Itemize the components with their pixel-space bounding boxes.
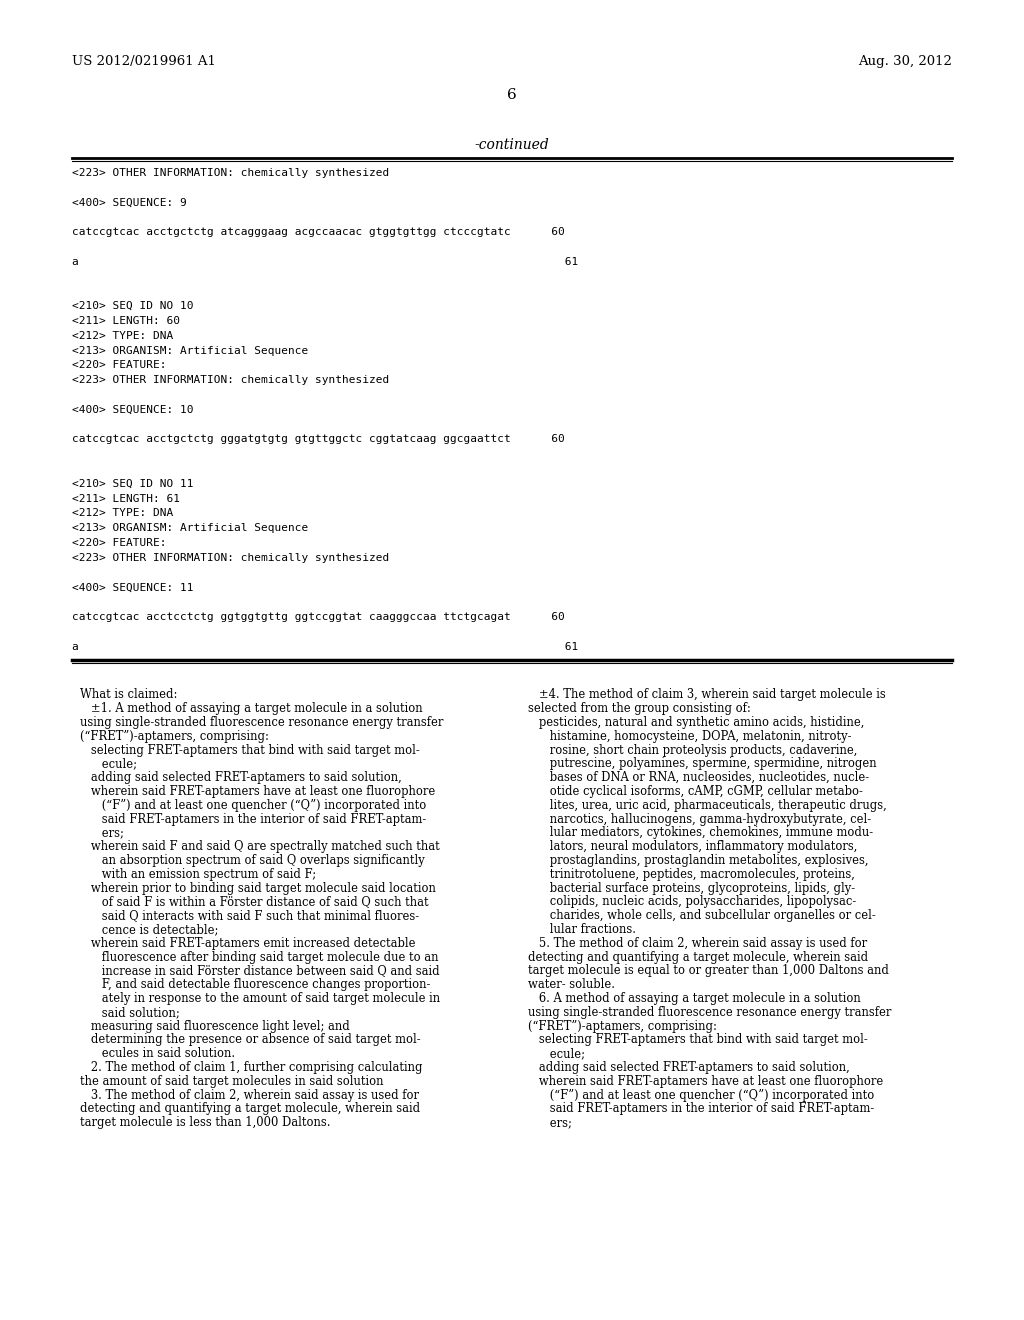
Text: (“FRET”)-aptamers, comprising:: (“FRET”)-aptamers, comprising: [528, 1019, 717, 1032]
Text: bases of DNA or RNA, nucleosides, nucleotides, nucle-: bases of DNA or RNA, nucleosides, nucleo… [528, 771, 869, 784]
Text: pesticides, natural and synthetic amino acids, histidine,: pesticides, natural and synthetic amino … [528, 715, 864, 729]
Text: 3. The method of claim 2, wherein said assay is used for: 3. The method of claim 2, wherein said a… [80, 1089, 419, 1102]
Text: ers;: ers; [528, 1117, 571, 1129]
Text: histamine, homocysteine, DOPA, melatonin, nitroty-: histamine, homocysteine, DOPA, melatonin… [528, 730, 852, 743]
Text: colipids, nucleic acids, polysaccharides, lipopolysac-: colipids, nucleic acids, polysaccharides… [528, 895, 856, 908]
Text: bacterial surface proteins, glycoproteins, lipids, gly-: bacterial surface proteins, glycoprotein… [528, 882, 855, 895]
Text: wherein said FRET-aptamers emit increased detectable: wherein said FRET-aptamers emit increase… [80, 937, 416, 950]
Text: wherein said FRET-aptamers have at least one fluorophore: wherein said FRET-aptamers have at least… [80, 785, 435, 799]
Text: the amount of said target molecules in said solution: the amount of said target molecules in s… [80, 1074, 384, 1088]
Text: ecule;: ecule; [80, 758, 137, 771]
Text: ers;: ers; [80, 826, 124, 840]
Text: adding said selected FRET-aptamers to said solution,: adding said selected FRET-aptamers to sa… [528, 1061, 850, 1074]
Text: lites, urea, uric acid, pharmaceuticals, therapeutic drugs,: lites, urea, uric acid, pharmaceuticals,… [528, 799, 887, 812]
Text: (“FRET”)-aptamers, comprising:: (“FRET”)-aptamers, comprising: [80, 730, 269, 743]
Text: catccgtcac acctgctctg atcagggaag acgccaacac gtggtgttgg ctcccgtatc      60: catccgtcac acctgctctg atcagggaag acgccaa… [72, 227, 565, 238]
Text: -continued: -continued [475, 139, 549, 152]
Text: said FRET-aptamers in the interior of said FRET-aptam-: said FRET-aptamers in the interior of sa… [528, 1102, 874, 1115]
Text: 5. The method of claim 2, wherein said assay is used for: 5. The method of claim 2, wherein said a… [528, 937, 867, 950]
Text: lular mediators, cytokines, chemokines, immune modu-: lular mediators, cytokines, chemokines, … [528, 826, 873, 840]
Text: target molecule is equal to or greater than 1,000 Daltons and: target molecule is equal to or greater t… [528, 965, 889, 977]
Text: said FRET-aptamers in the interior of said FRET-aptam-: said FRET-aptamers in the interior of sa… [80, 813, 426, 825]
Text: F, and said detectable fluorescence changes proportion-: F, and said detectable fluorescence chan… [80, 978, 430, 991]
Text: measuring said fluorescence light level; and: measuring said fluorescence light level;… [80, 1019, 350, 1032]
Text: <210> SEQ ID NO 10: <210> SEQ ID NO 10 [72, 301, 194, 312]
Text: prostaglandins, prostaglandin metabolites, explosives,: prostaglandins, prostaglandin metabolite… [528, 854, 868, 867]
Text: a                                                                        61: a 61 [72, 257, 579, 267]
Text: lular fractions.: lular fractions. [528, 923, 636, 936]
Text: <223> OTHER INFORMATION: chemically synthesized: <223> OTHER INFORMATION: chemically synt… [72, 168, 389, 178]
Text: adding said selected FRET-aptamers to said solution,: adding said selected FRET-aptamers to sa… [80, 771, 401, 784]
Text: (“F”) and at least one quencher (“Q”) incorporated into: (“F”) and at least one quencher (“Q”) in… [528, 1089, 874, 1102]
Text: <400> SEQUENCE: 11: <400> SEQUENCE: 11 [72, 582, 194, 593]
Text: <213> ORGANISM: Artificial Sequence: <213> ORGANISM: Artificial Sequence [72, 523, 308, 533]
Text: Aug. 30, 2012: Aug. 30, 2012 [858, 55, 952, 69]
Text: determining the presence or absence of said target mol-: determining the presence or absence of s… [80, 1034, 421, 1047]
Text: selecting FRET-aptamers that bind with said target mol-: selecting FRET-aptamers that bind with s… [528, 1034, 867, 1047]
Text: selected from the group consisting of:: selected from the group consisting of: [528, 702, 751, 715]
Text: ±4. The method of claim 3, wherein said target molecule is: ±4. The method of claim 3, wherein said … [528, 689, 886, 701]
Text: (“F”) and at least one quencher (“Q”) incorporated into: (“F”) and at least one quencher (“Q”) in… [80, 799, 426, 812]
Text: <211> LENGTH: 61: <211> LENGTH: 61 [72, 494, 180, 504]
Text: cence is detectable;: cence is detectable; [80, 923, 218, 936]
Text: increase in said Förster distance between said Q and said: increase in said Förster distance betwee… [80, 965, 439, 977]
Text: What is claimed:: What is claimed: [80, 689, 177, 701]
Text: wherein prior to binding said target molecule said location: wherein prior to binding said target mol… [80, 882, 436, 895]
Text: a                                                                        61: a 61 [72, 642, 579, 652]
Text: <213> ORGANISM: Artificial Sequence: <213> ORGANISM: Artificial Sequence [72, 346, 308, 355]
Text: <220> FEATURE:: <220> FEATURE: [72, 539, 167, 548]
Text: <211> LENGTH: 60: <211> LENGTH: 60 [72, 315, 180, 326]
Text: <212> TYPE: DNA: <212> TYPE: DNA [72, 331, 173, 341]
Text: <220> FEATURE:: <220> FEATURE: [72, 360, 167, 371]
Text: fluorescence after binding said target molecule due to an: fluorescence after binding said target m… [80, 950, 438, 964]
Text: US 2012/0219961 A1: US 2012/0219961 A1 [72, 55, 216, 69]
Text: wherein said F and said Q are spectrally matched such that: wherein said F and said Q are spectrally… [80, 841, 439, 853]
Text: ecule;: ecule; [528, 1047, 585, 1060]
Text: <210> SEQ ID NO 11: <210> SEQ ID NO 11 [72, 479, 194, 488]
Text: target molecule is less than 1,000 Daltons.: target molecule is less than 1,000 Dalto… [80, 1117, 331, 1129]
Text: detecting and quantifying a target molecule, wherein said: detecting and quantifying a target molec… [80, 1102, 420, 1115]
Text: using single-stranded fluorescence resonance energy transfer: using single-stranded fluorescence reson… [80, 715, 443, 729]
Text: catccgtcac acctgctctg gggatgtgtg gtgttggctc cggtatcaag ggcgaattct      60: catccgtcac acctgctctg gggatgtgtg gtgttgg… [72, 434, 565, 445]
Text: rosine, short chain proteolysis products, cadaverine,: rosine, short chain proteolysis products… [528, 743, 857, 756]
Text: putrescine, polyamines, spermine, spermidine, nitrogen: putrescine, polyamines, spermine, spermi… [528, 758, 877, 771]
Text: 2. The method of claim 1, further comprising calculating: 2. The method of claim 1, further compri… [80, 1061, 423, 1074]
Text: lators, neural modulators, inflammatory modulators,: lators, neural modulators, inflammatory … [528, 841, 857, 853]
Text: 6: 6 [507, 88, 517, 102]
Text: of said F is within a Förster distance of said Q such that: of said F is within a Förster distance o… [80, 895, 429, 908]
Text: catccgtcac acctcctctg ggtggtgttg ggtccggtat caagggccaa ttctgcagat      60: catccgtcac acctcctctg ggtggtgttg ggtccgg… [72, 612, 565, 622]
Text: narcotics, hallucinogens, gamma-hydroxybutyrate, cel-: narcotics, hallucinogens, gamma-hydroxyb… [528, 813, 871, 825]
Text: an absorption spectrum of said Q overlaps significantly: an absorption spectrum of said Q overlap… [80, 854, 425, 867]
Text: said Q interacts with said F such that minimal fluores-: said Q interacts with said F such that m… [80, 909, 419, 923]
Text: detecting and quantifying a target molecule, wherein said: detecting and quantifying a target molec… [528, 950, 868, 964]
Text: ±1. A method of assaying a target molecule in a solution: ±1. A method of assaying a target molecu… [80, 702, 423, 715]
Text: <400> SEQUENCE: 9: <400> SEQUENCE: 9 [72, 198, 186, 207]
Text: said solution;: said solution; [80, 1006, 180, 1019]
Text: selecting FRET-aptamers that bind with said target mol-: selecting FRET-aptamers that bind with s… [80, 743, 420, 756]
Text: water- soluble.: water- soluble. [528, 978, 615, 991]
Text: 6. A method of assaying a target molecule in a solution: 6. A method of assaying a target molecul… [528, 993, 861, 1005]
Text: charides, whole cells, and subcellular organelles or cel-: charides, whole cells, and subcellular o… [528, 909, 876, 923]
Text: <400> SEQUENCE: 10: <400> SEQUENCE: 10 [72, 405, 194, 414]
Text: ecules in said solution.: ecules in said solution. [80, 1047, 236, 1060]
Text: trinitrotoluene, peptides, macromolecules, proteins,: trinitrotoluene, peptides, macromolecule… [528, 867, 855, 880]
Text: with an emission spectrum of said F;: with an emission spectrum of said F; [80, 867, 316, 880]
Text: <223> OTHER INFORMATION: chemically synthesized: <223> OTHER INFORMATION: chemically synt… [72, 553, 389, 562]
Text: ately in response to the amount of said target molecule in: ately in response to the amount of said … [80, 993, 440, 1005]
Text: <223> OTHER INFORMATION: chemically synthesized: <223> OTHER INFORMATION: chemically synt… [72, 375, 389, 385]
Text: using single-stranded fluorescence resonance energy transfer: using single-stranded fluorescence reson… [528, 1006, 891, 1019]
Text: wherein said FRET-aptamers have at least one fluorophore: wherein said FRET-aptamers have at least… [528, 1074, 884, 1088]
Text: otide cyclical isoforms, cAMP, cGMP, cellular metabo-: otide cyclical isoforms, cAMP, cGMP, cel… [528, 785, 863, 799]
Text: <212> TYPE: DNA: <212> TYPE: DNA [72, 508, 173, 519]
